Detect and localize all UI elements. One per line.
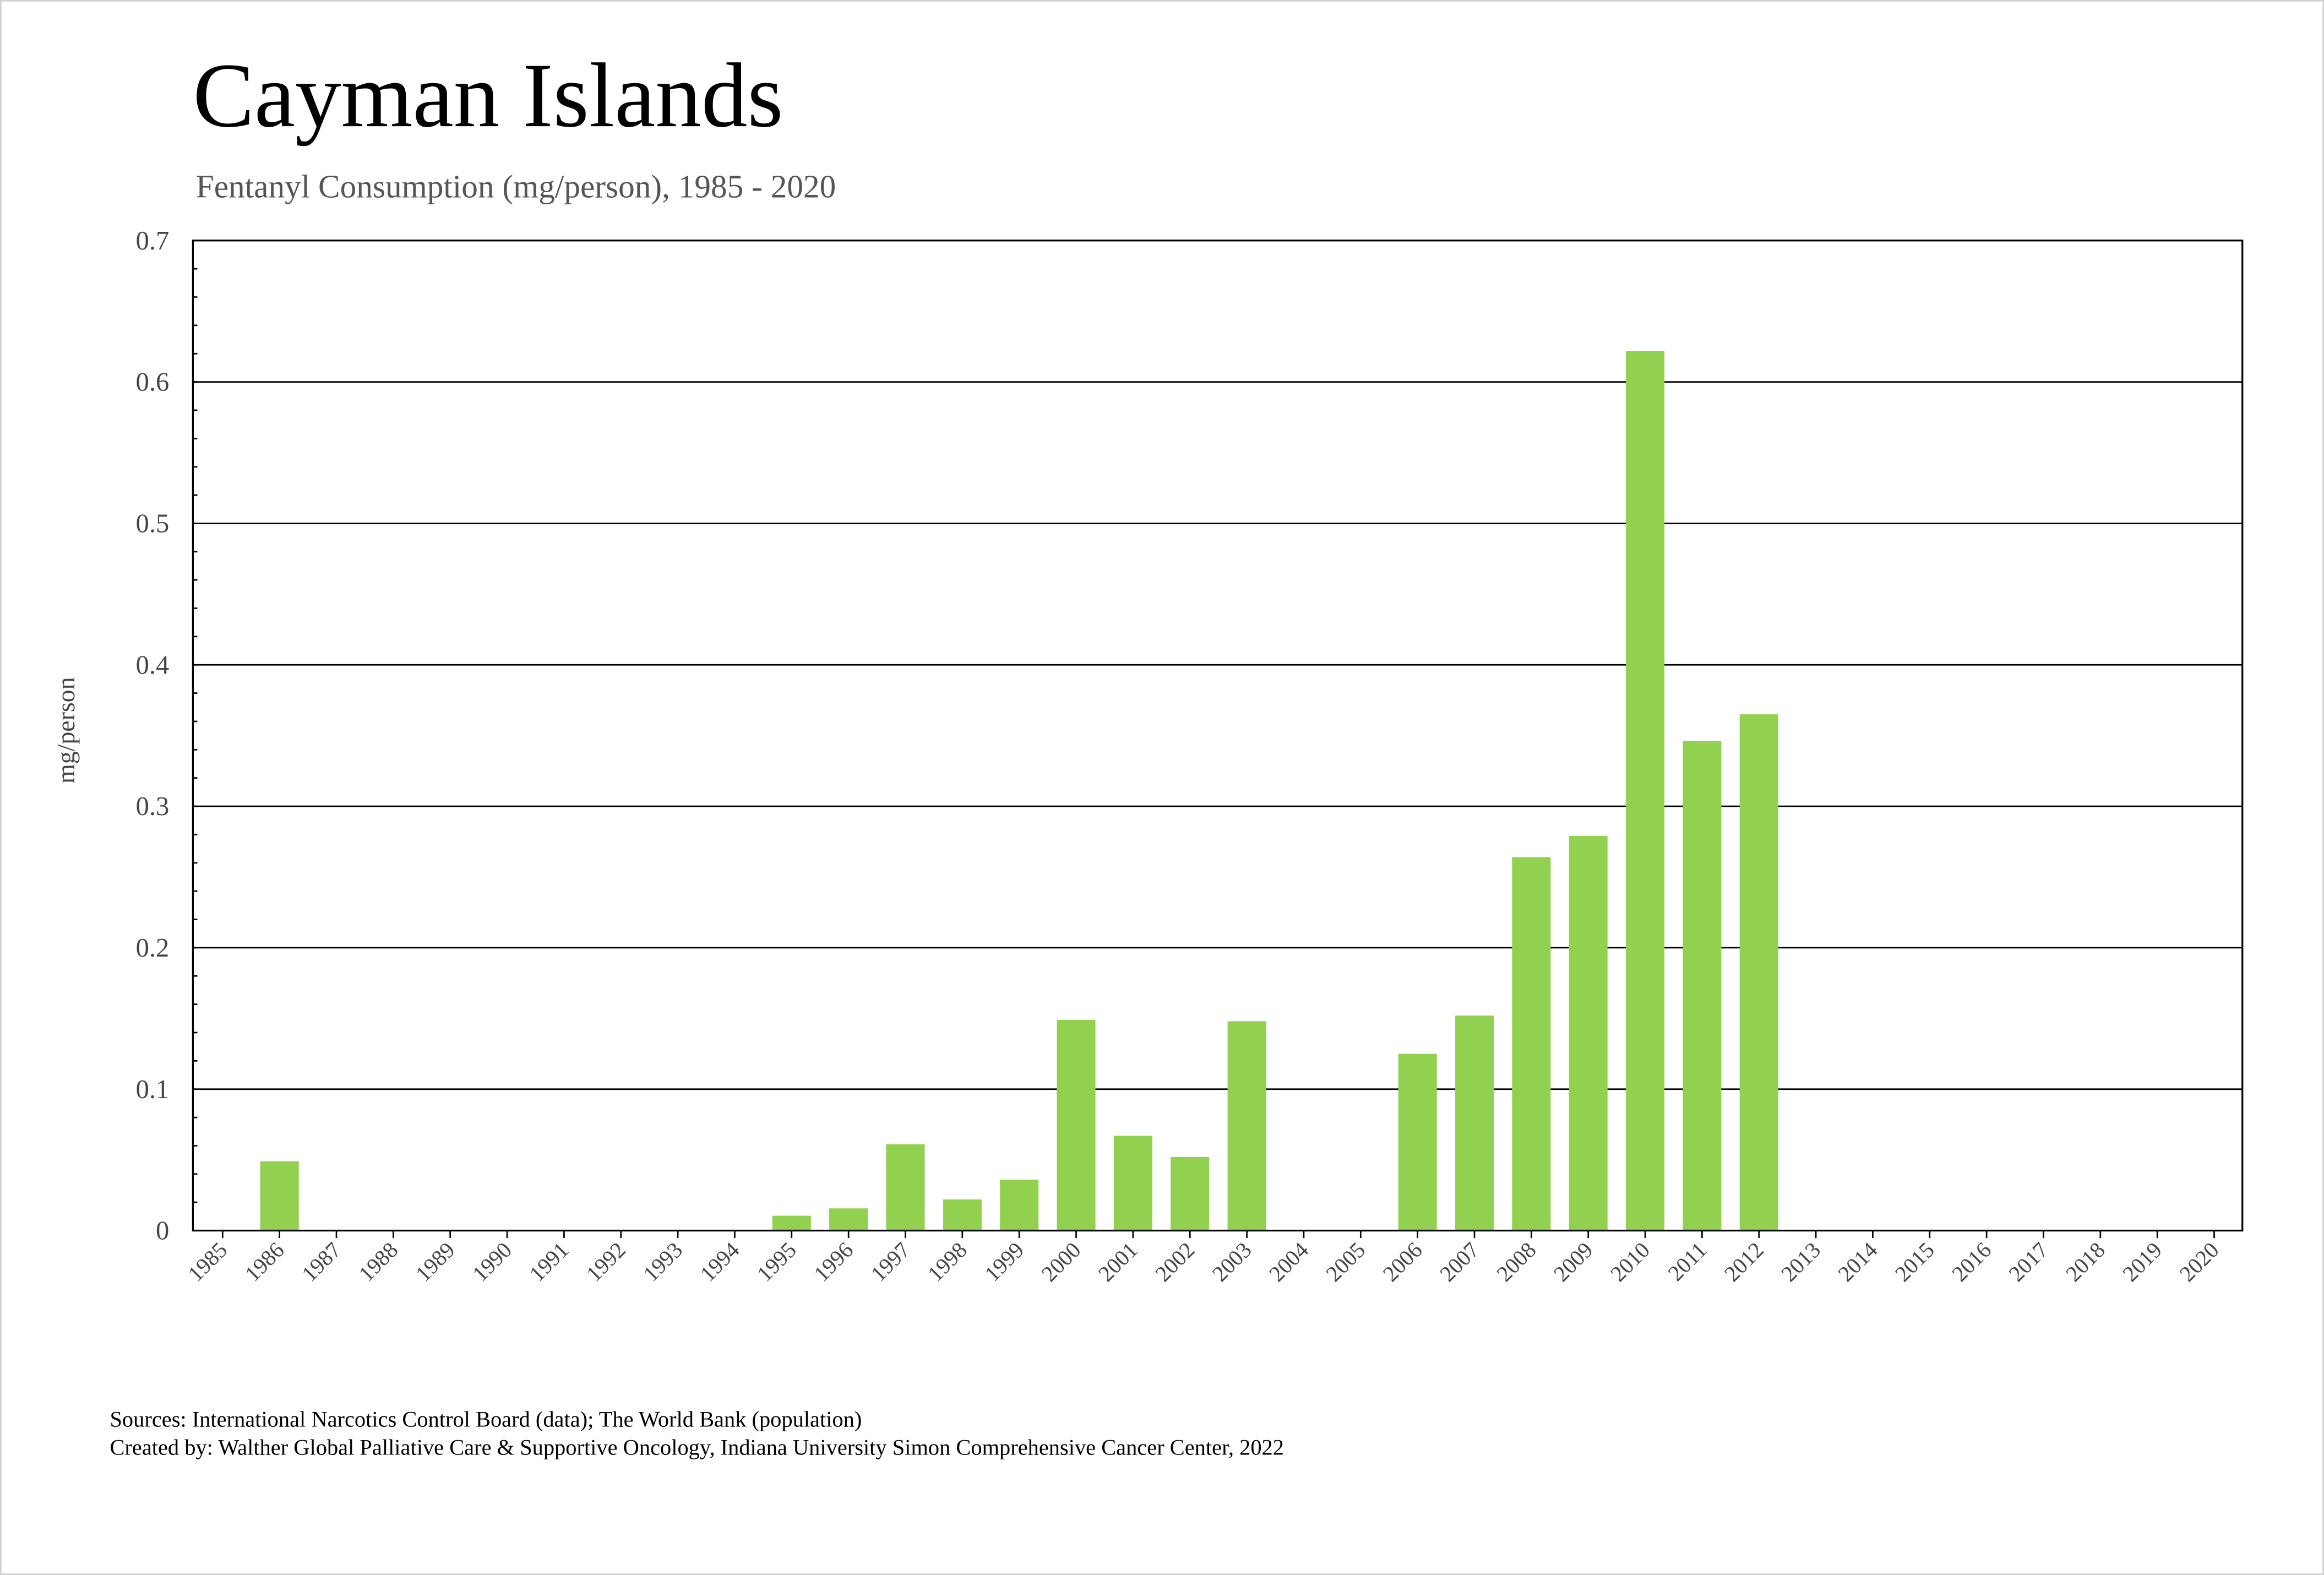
bar-2007 [1455,1015,1494,1231]
bar-1986 [260,1161,299,1231]
bar-2000 [1057,1019,1096,1231]
bar-2009 [1569,836,1608,1231]
bar-2006 [1398,1053,1437,1231]
bar-1998 [943,1199,982,1231]
bar-1995 [772,1215,811,1231]
bar-2001 [1113,1136,1152,1231]
bar-1996 [829,1208,868,1231]
y-tick-label: 0.7 [136,226,170,256]
y-tick-label: 0.1 [136,1075,170,1104]
bar-2011 [1683,741,1722,1231]
bar-1999 [1000,1180,1039,1231]
bar-2002 [1171,1157,1210,1231]
y-axis-label: mg/person [52,677,80,783]
bar-1997 [886,1144,925,1231]
chart-subtitle: Fentanyl Consumption (mg/person), 1985 -… [196,169,836,205]
y-tick-label: 0 [156,1216,169,1246]
bar-2012 [1739,714,1778,1231]
bar-2010 [1626,351,1665,1231]
footer-created-by: Created by: Walther Global Palliative Ca… [110,1435,1284,1460]
bar-2003 [1227,1021,1266,1231]
y-tick-label: 0.3 [136,792,170,821]
bar-2008 [1512,857,1551,1231]
chart-title: Cayman Islands [193,45,783,146]
footer-sources: Sources: International Narcotics Control… [110,1406,862,1431]
plot-frame [192,240,2244,1232]
y-tick-label: 0.2 [136,933,170,963]
y-tick-label: 0.5 [136,509,170,539]
y-tick-label: 0.6 [136,368,170,397]
y-tick-label: 0.4 [136,650,170,680]
